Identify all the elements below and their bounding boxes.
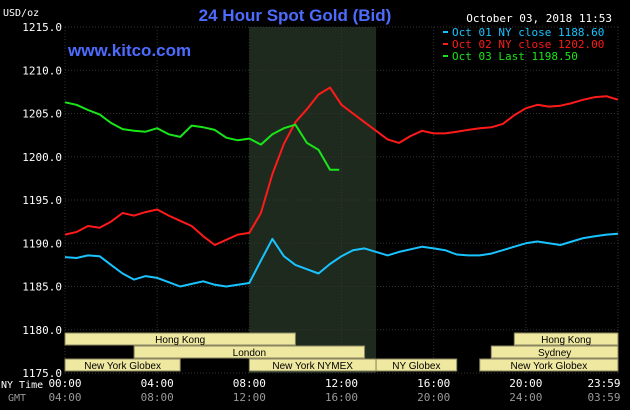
gmt-axis-label: GMT — [8, 393, 26, 404]
y-tick-label: 1210.0 — [22, 64, 62, 77]
session-label: Sydney — [538, 348, 571, 359]
session-label: New York Globex — [511, 361, 588, 372]
price-series — [64, 86, 619, 288]
chart-title: 24 Hour Spot Gold (Bid) — [199, 6, 392, 25]
y-tick-label: 1175.0 — [22, 367, 62, 380]
y-tick-label: 1200.0 — [22, 151, 62, 164]
x-tick-label-ny: 00:00 — [48, 377, 81, 390]
session-label: New York NYMEX — [272, 361, 353, 372]
x-tick-label-gmt: 16:00 — [325, 391, 358, 404]
legend-item: Oct 03 Last 1198.50 — [452, 50, 578, 63]
session-label: Hong Kong — [155, 335, 205, 346]
x-tick-label-ny: 16:00 — [417, 377, 450, 390]
datetime-stamp: October 03, 2018 11:53 — [466, 12, 612, 25]
y-tick-label: 1185.0 — [22, 281, 62, 294]
session-label: New York Globex — [84, 361, 161, 372]
session-bar — [64, 358, 181, 372]
session-bar — [479, 358, 619, 372]
session-label: Hong Kong — [541, 335, 591, 346]
unit-label: USD/oz — [3, 8, 39, 19]
session-label: NY Globex — [392, 361, 440, 372]
session-bar — [133, 345, 366, 359]
series-line-2 — [64, 86, 619, 246]
y-tick-label: 1190.0 — [22, 237, 62, 250]
session-label: London — [233, 348, 266, 359]
trading-sessions: Hong Kong London New York Globex New York N… — [64, 332, 619, 372]
site-watermark: www.kitco.com — [67, 41, 191, 60]
ny-time-axis-label: NY Time — [1, 380, 43, 391]
x-axis-ticks: 00:0004:0004:0008:0008:0012:0012:0016:00… — [48, 377, 620, 404]
y-tick-label: 1180.0 — [22, 324, 62, 337]
x-tick-label-gmt: 04:00 — [48, 391, 81, 404]
x-tick-label-gmt: 08:00 — [141, 391, 174, 404]
shaded-session-region — [249, 27, 377, 373]
legend-swatch — [443, 43, 448, 45]
x-tick-label-ny: 12:00 — [325, 377, 358, 390]
legend-item: Oct 02 NY close 1202.00 — [452, 38, 604, 51]
series-line-1 — [64, 232, 619, 288]
x-tick-label-ny: 23:59 — [587, 377, 620, 390]
y-tick-label: 1215.0 — [22, 21, 62, 34]
x-tick-label-gmt: 03:59 — [587, 391, 620, 404]
legend-item: Oct 01 NY close 1188.60 — [452, 26, 604, 39]
x-tick-label-gmt: 24:00 — [509, 391, 542, 404]
legend-swatch — [443, 31, 448, 33]
series-line-3 — [64, 101, 340, 171]
x-tick-label-gmt: 20:00 — [417, 391, 450, 404]
session-bar — [375, 358, 458, 372]
x-tick-label-ny: 04:00 — [141, 377, 174, 390]
x-tick-label-gmt: 12:00 — [233, 391, 266, 404]
y-tick-label: 1195.0 — [22, 194, 62, 207]
grid-lines — [64, 26, 619, 374]
x-tick-label-ny: 08:00 — [233, 377, 266, 390]
y-axis-ticks: 1215.0 1210.0 1205.0 1200.0 1195.0 1190.0 1185… — [22, 21, 62, 380]
legend-swatch — [443, 55, 448, 57]
session-bar — [490, 345, 619, 359]
session-bar — [64, 332, 296, 346]
y-tick-label: 1205.0 — [22, 108, 62, 121]
session-bar — [513, 332, 619, 346]
x-tick-label-ny: 20:00 — [509, 377, 542, 390]
